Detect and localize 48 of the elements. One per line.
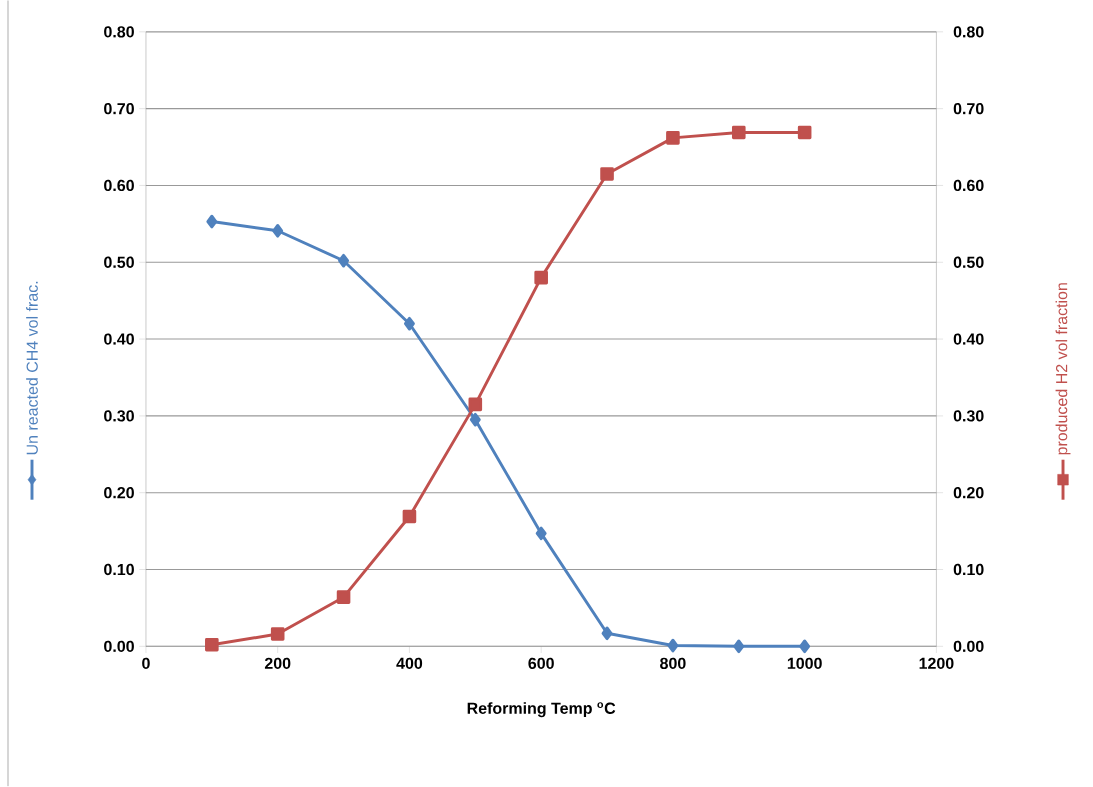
y2-tick-label: 0.50 [953,256,984,269]
y2-tick-label: 0.70 [953,103,984,115]
x-tick-label: 800 [660,657,686,670]
point [402,509,417,524]
point [799,639,811,654]
y-tick-label: 0.70 [104,103,134,115]
text: produced H2 vol fraction [1055,283,1071,455]
point [338,254,350,268]
y2-tick-label: 0.00 [953,640,984,653]
x-tick-label: 0 [142,657,150,670]
y-tick-label: 0.00 [104,640,134,653]
y2-tick-label: 0.30 [953,410,984,422]
x-tick-label: 1200 [919,657,954,670]
point [600,167,614,181]
point [336,590,351,605]
y-tick-label: 0.30 [104,410,134,422]
y2-tick-label: 0.60 [953,179,984,192]
y2-tick-label: 0.10 [953,563,984,576]
x-tick-label: 600 [528,657,554,670]
x-tick-label: 1000 [787,657,822,670]
point [601,626,613,641]
y-tick-label: 0.10 [104,563,134,576]
point [206,214,218,229]
point [666,131,680,145]
point [733,639,745,654]
point [667,638,679,653]
y2-tick-label: 0.20 [953,487,984,499]
y2-tick-label: 0.80 [953,26,984,38]
y2-tick-label: 0.40 [953,333,984,345]
x-tick-label: 400 [396,657,423,670]
y-tick-label: 0.80 [104,26,134,38]
y-tick-label: 0.40 [104,333,134,345]
point [469,413,481,427]
point [272,224,284,238]
point [535,526,547,541]
point [403,317,415,331]
point [731,125,746,140]
point [797,125,812,140]
text: Un reacted CH4 vol frac. [26,281,38,455]
y-tick-label: 0.60 [104,179,134,192]
point [534,270,548,285]
y-tick-label: 0.50 [104,256,134,269]
point [205,638,219,652]
point [270,627,285,641]
y-tick-label: 0.20 [104,487,134,499]
point [468,397,483,412]
x-axis-title: Reforming Temp $^{o}$C [467,702,616,718]
x-tick-label: 200 [264,657,291,670]
